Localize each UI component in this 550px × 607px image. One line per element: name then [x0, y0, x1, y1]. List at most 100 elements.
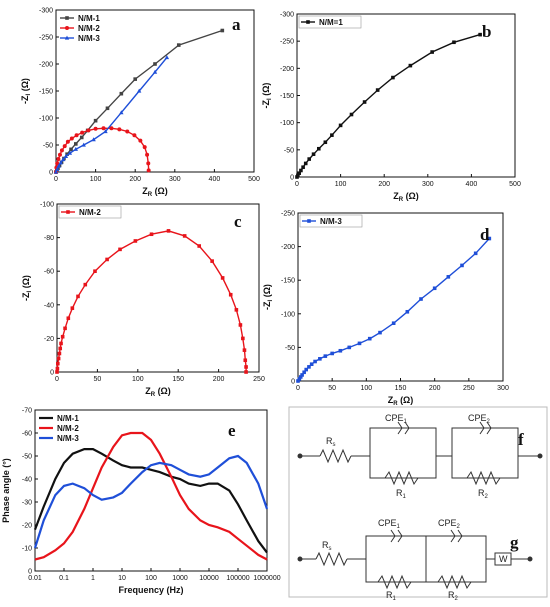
- data-point: [357, 341, 362, 346]
- data-point: [430, 50, 434, 54]
- data-point: [56, 356, 61, 361]
- data-point: [93, 269, 97, 273]
- label-cpe2-g: CPE2: [438, 518, 461, 530]
- label-cpe2-f: CPE2: [468, 413, 491, 425]
- data-point: [405, 309, 410, 314]
- data-point: [243, 358, 248, 363]
- data-point: [79, 135, 84, 140]
- data-point: [149, 232, 154, 237]
- data-point: [65, 152, 69, 156]
- terminal-right-g: [527, 556, 533, 562]
- data-point: [76, 294, 80, 299]
- legend-box: [58, 205, 122, 219]
- terminal-right: [537, 453, 543, 459]
- circuit-g: [297, 529, 533, 590]
- x-tick-label: 250: [253, 376, 265, 383]
- terminal-left: [297, 453, 303, 459]
- cpe2-r2-block-g: [425, 535, 487, 583]
- cpe1-symbol-g: [390, 529, 396, 543]
- data-point: [103, 129, 108, 134]
- y-tick-label: -250: [281, 211, 295, 218]
- data-point: [86, 128, 91, 133]
- data-point: [58, 346, 63, 351]
- data-point: [53, 169, 59, 174]
- data-point: [234, 308, 239, 312]
- y-tick-label: -300: [39, 8, 53, 15]
- data-point: [446, 275, 451, 279]
- data-point: [419, 297, 423, 301]
- data-point: [307, 365, 311, 369]
- chart-panel-b: 0 100 200 300 400 500 0 -50 -100 -150 -200 -250 -300…: [261, 12, 521, 204]
- x-tick-label: 0: [55, 376, 59, 383]
- data-point: [57, 351, 62, 356]
- y-tick-label: -60: [22, 431, 32, 438]
- x-axis-label: ZR (Ω): [388, 395, 414, 407]
- legend-label: N/M-2: [57, 424, 79, 433]
- data-point: [432, 286, 437, 291]
- x-tick-label: 200: [429, 385, 441, 392]
- data-point: [391, 321, 396, 326]
- x-tick-label: 50: [94, 376, 102, 383]
- x-tick-label: 100: [360, 385, 372, 392]
- x-axis-label: ZR (Ω): [145, 386, 171, 398]
- y-tick-label: -250: [280, 39, 294, 46]
- plot-frame: [56, 203, 260, 373]
- data-point: [63, 153, 69, 158]
- data-point: [296, 379, 300, 383]
- data-point: [164, 55, 170, 60]
- data-point: [338, 348, 343, 353]
- data-point: [153, 62, 157, 66]
- panel-tag-f: f: [518, 430, 524, 449]
- y-tick-label: 0: [49, 170, 53, 177]
- data-point: [349, 112, 354, 117]
- series-line-N/M-2: [56, 230, 247, 373]
- cpe1-symbol: [397, 421, 403, 435]
- data-point: [311, 152, 316, 156]
- y-tick-label: -150: [39, 89, 53, 96]
- series-line-N/M-3: [297, 238, 490, 382]
- y-tick-label: -50: [285, 345, 295, 352]
- data-point: [244, 370, 248, 374]
- data-point: [105, 257, 109, 262]
- data-point: [136, 88, 142, 93]
- legend-label: N/M-3: [78, 34, 100, 43]
- data-point: [197, 244, 202, 248]
- data-point: [299, 168, 303, 173]
- y-axis-label: -ZI (Ω): [20, 78, 32, 104]
- data-point: [58, 160, 63, 165]
- data-point: [74, 142, 78, 146]
- y-tick-label: -10: [22, 546, 32, 553]
- data-point: [378, 330, 382, 335]
- legend-label: N/M-2: [79, 208, 101, 217]
- y-tick-label: -70: [22, 408, 32, 415]
- label-rs-g: Rs: [322, 540, 332, 552]
- series-line-N/M=1: [296, 33, 481, 178]
- panel-tag-g: g: [510, 533, 519, 552]
- data-point: [330, 133, 334, 137]
- data-point: [391, 75, 395, 80]
- data-point: [318, 357, 322, 361]
- legend-marker: [64, 35, 70, 40]
- data-point: [69, 136, 74, 141]
- data-point: [317, 146, 321, 151]
- data-point: [63, 326, 67, 331]
- terminal-left-g: [297, 556, 303, 562]
- x-tick-label: 200: [378, 181, 390, 188]
- y-axis-label: -ZI (Ω): [21, 275, 33, 301]
- x-tick-label: 1000000: [253, 575, 280, 582]
- data-point: [182, 234, 187, 238]
- x-tick-label: 300: [422, 181, 434, 188]
- y-tick-label: 0: [50, 370, 54, 377]
- chart-panel-e: 0.01 0.1 1 10 100 1000 10000 100000 1000000 0 -10 -…: [1, 408, 281, 596]
- data-point: [62, 144, 67, 149]
- y-tick-label: -40: [44, 302, 54, 309]
- x-tick-label: 10000: [199, 575, 219, 582]
- y-tick-label: -50: [284, 147, 294, 154]
- x-tick-label: 300: [497, 385, 509, 392]
- panel-tag-d: d: [480, 225, 490, 244]
- data-point: [145, 152, 150, 157]
- data-point: [54, 166, 60, 171]
- legend-label: N/M-1: [78, 14, 100, 23]
- resistor-r2: [466, 470, 501, 486]
- label-w-g: W: [499, 554, 508, 564]
